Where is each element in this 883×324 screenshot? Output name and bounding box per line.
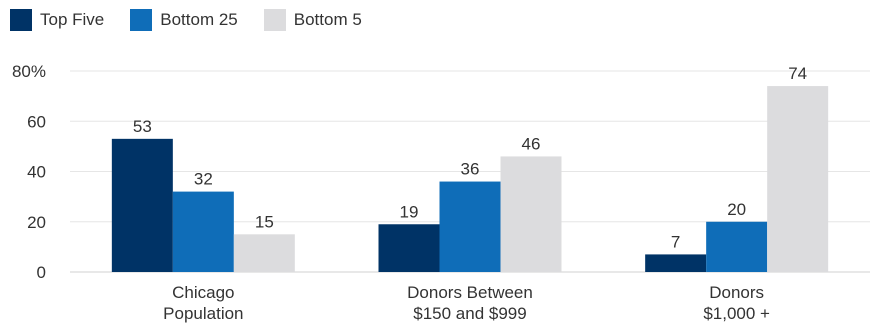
y-tick-label: 60 [27, 112, 46, 131]
y-tick-label: 40 [27, 163, 46, 182]
data-label: 20 [727, 200, 746, 219]
bar-bottom-25 [439, 181, 501, 272]
bar-bottom-25 [172, 191, 234, 272]
data-label: 74 [788, 64, 807, 83]
data-label: 36 [461, 160, 480, 179]
category-label: Chicago [172, 283, 234, 302]
category-label: $1,000 + [703, 304, 770, 323]
category-label: Population [163, 304, 243, 323]
legend-swatch [10, 9, 32, 31]
chart-legend: Top Five Bottom 25 Bottom 5 [10, 8, 388, 32]
bar-top-five [645, 254, 707, 272]
data-label: 15 [255, 212, 274, 231]
legend-item-top-five: Top Five [10, 9, 104, 31]
bar-bottom-25 [706, 221, 768, 272]
category-label: Donors [709, 283, 764, 302]
y-tick-label: 20 [27, 213, 46, 232]
legend-swatch [263, 9, 286, 31]
bar-bottom-5 [767, 86, 829, 272]
legend-swatch [130, 9, 153, 31]
y-tick-label: 0 [37, 263, 46, 282]
legend-label: Bottom 5 [293, 10, 362, 29]
data-label: 19 [400, 202, 419, 221]
legend-label: Bottom 25 [160, 10, 238, 29]
legend-item-bottom-5: Bottom 5 [263, 9, 362, 31]
legend-item-bottom-25: Bottom 25 [130, 9, 238, 31]
category-label: $150 and $999 [413, 304, 526, 323]
bar-bottom-5 [500, 156, 562, 272]
bar-top-five [111, 138, 173, 272]
data-label: 53 [133, 117, 152, 136]
data-label: 7 [671, 232, 680, 251]
data-label: 46 [522, 134, 541, 153]
legend-label: Top Five [40, 10, 105, 29]
data-label: 32 [194, 170, 213, 189]
category-label: Donors Between [407, 283, 533, 302]
y-tick-label: 80% [12, 62, 46, 81]
bar-top-five [378, 224, 440, 272]
bar-bottom-5 [233, 234, 295, 272]
